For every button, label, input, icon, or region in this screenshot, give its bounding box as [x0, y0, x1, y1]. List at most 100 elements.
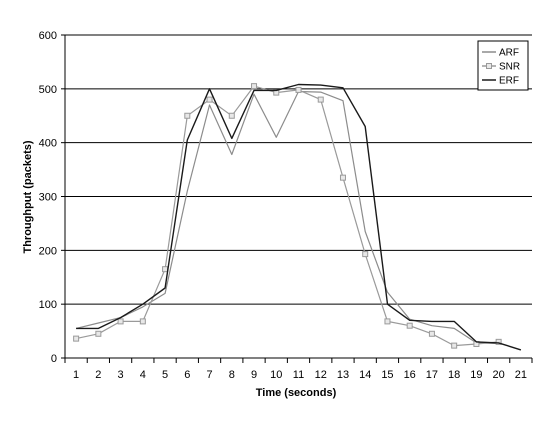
data-point-erf: [342, 87, 344, 89]
x-tick-label: 20: [493, 369, 505, 381]
data-point-erf: [387, 303, 389, 305]
data-point-snr: [251, 83, 258, 90]
data-point-erf: [142, 303, 144, 305]
data-point-arf: [364, 231, 366, 233]
x-tick-label: 6: [184, 369, 190, 381]
data-point-erf: [298, 84, 300, 86]
data-point-snr: [184, 112, 191, 119]
series-group: [73, 83, 522, 351]
data-point-erf: [120, 317, 122, 319]
x-axis-title: Time (seconds): [256, 387, 337, 399]
legend-label-erf: ERF: [499, 76, 519, 87]
data-point-arf: [209, 104, 211, 106]
x-tick-label: 21: [515, 369, 527, 381]
data-point-arf: [142, 306, 144, 308]
data-point-snr: [428, 330, 435, 337]
data-point-erf: [187, 139, 189, 141]
x-tick-label: 9: [251, 369, 257, 381]
series-line-erf: [76, 83, 522, 351]
axes: [61, 34, 533, 363]
x-tick-label: 5: [162, 369, 168, 381]
data-point-snr: [117, 318, 124, 325]
data-point-erf: [453, 321, 455, 323]
y-tick-label: 200: [39, 245, 57, 257]
series-arf: [75, 90, 499, 345]
data-point-snr: [95, 330, 102, 337]
data-point-arf: [164, 293, 166, 295]
x-tick-label: 12: [315, 369, 327, 381]
legend: ARF SNR ERF: [477, 40, 529, 91]
data-point-snr: [295, 86, 302, 93]
y-tick-label: 400: [39, 138, 57, 150]
data-point-erf: [520, 349, 522, 351]
data-point-snr: [139, 318, 146, 325]
data-point-erf: [476, 341, 478, 343]
data-point-erf: [75, 328, 77, 330]
x-tick-label: 14: [359, 369, 371, 381]
data-point-snr: [228, 112, 235, 119]
data-point-snr: [339, 174, 346, 181]
data-point-erf: [231, 138, 233, 140]
data-point-snr: [162, 266, 169, 273]
data-point-erf: [498, 342, 500, 344]
series-line-snr: [75, 85, 499, 347]
data-point-arf: [342, 100, 344, 102]
data-point-arf: [431, 325, 433, 327]
legend-marker-snr: [486, 63, 492, 69]
data-point-snr: [495, 338, 502, 345]
data-point-erf: [209, 88, 211, 90]
legend-label-arf: ARF: [499, 48, 519, 59]
data-point-snr: [73, 335, 80, 342]
data-point-arf: [231, 154, 233, 156]
series-erf: [75, 83, 522, 351]
x-tick-label: 8: [229, 369, 235, 381]
y-tick-label: 300: [39, 192, 57, 204]
data-point-erf: [164, 287, 166, 289]
data-point-erf: [431, 321, 433, 323]
data-point-arf: [187, 190, 189, 192]
y-tick-label: 500: [39, 84, 57, 96]
x-tick-label: 7: [206, 369, 212, 381]
series-snr: [73, 83, 502, 349]
data-point-erf: [320, 84, 322, 86]
y-tick-label: 100: [39, 299, 57, 311]
x-tick-label: 17: [426, 369, 438, 381]
data-point-arf: [253, 93, 255, 95]
data-point-arf: [387, 292, 389, 294]
data-point-snr: [451, 342, 458, 349]
x-tick-label: 10: [270, 369, 282, 381]
legend-item-snr: SNR: [482, 62, 520, 73]
data-point-snr: [206, 96, 213, 103]
x-tick-label: 1: [73, 369, 79, 381]
legend-item-erf: ERF: [482, 76, 519, 87]
data-point-snr: [317, 96, 324, 103]
x-tick-label: 15: [381, 369, 393, 381]
data-point-arf: [320, 91, 322, 93]
gridlines: [65, 34, 532, 305]
data-point-snr: [384, 318, 391, 325]
legend-label-snr: SNR: [499, 62, 520, 73]
data-point-erf: [275, 90, 277, 92]
x-tick-label: 19: [470, 369, 482, 381]
data-point-snr: [406, 322, 413, 329]
x-tick-label: 13: [337, 369, 349, 381]
data-point-arf: [275, 136, 277, 138]
x-tick-label: 16: [404, 369, 416, 381]
y-axis-title: Throughput (packets): [22, 140, 34, 253]
data-point-arf: [98, 322, 100, 324]
data-point-erf: [409, 320, 411, 322]
x-tick-label: 18: [448, 369, 460, 381]
x-tick-label: 4: [140, 369, 146, 381]
data-point-erf: [98, 328, 100, 330]
data-point-erf: [253, 90, 255, 92]
data-point-arf: [453, 328, 455, 330]
x-tick-label: 2: [95, 369, 101, 381]
legend-item-arf: ARF: [482, 48, 519, 59]
y-tick-label: 600: [39, 30, 57, 42]
x-tick-label: 3: [118, 369, 124, 381]
y-tick-label: 0: [51, 353, 57, 365]
series-line-arf: [75, 90, 499, 345]
